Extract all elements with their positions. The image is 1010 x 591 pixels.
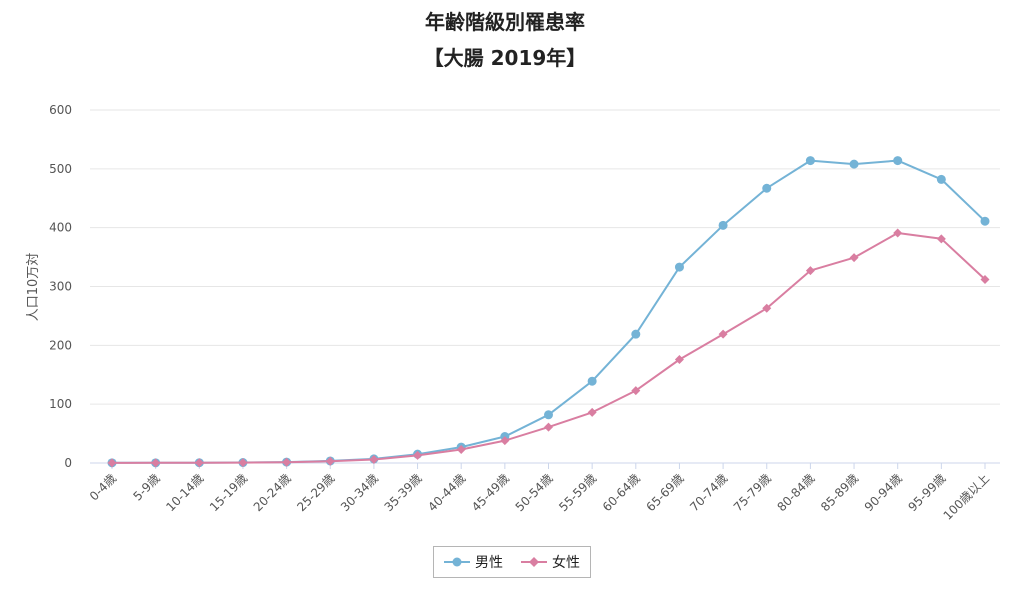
y-tick-label: 100: [49, 397, 72, 411]
legend-label-male: 男性: [475, 555, 503, 571]
data-point: [893, 228, 903, 238]
data-point: [151, 458, 161, 468]
data-point: [631, 386, 641, 396]
x-tick-label: 55-59歳: [556, 471, 599, 514]
data-point: [674, 262, 684, 272]
x-tick-label: 15-19歳: [207, 471, 250, 514]
legend-swatch-female: [521, 557, 547, 567]
y-tick-label: 600: [49, 103, 72, 117]
data-point: [587, 407, 597, 417]
data-point: [238, 458, 248, 468]
chart-title: 年齢階級別罹患率: [425, 10, 585, 34]
x-tick-label: 45-49歳: [469, 471, 512, 514]
data-point: [805, 156, 815, 166]
data-point: [587, 376, 597, 386]
y-tick-label: 500: [49, 162, 72, 176]
chart-subtitle: 【大腸 2019年】: [423, 46, 587, 70]
x-tick-label: 50-54歳: [513, 471, 556, 514]
x-tick-label: 75-79歳: [731, 471, 774, 514]
grid-lines: [90, 109, 1000, 405]
series-female: [107, 228, 990, 468]
series-layer: [107, 156, 990, 468]
x-tick-label: 95-99歳: [905, 471, 948, 514]
data-point: [849, 159, 859, 169]
x-tick-label: 5-9歳: [131, 471, 163, 503]
data-point: [325, 456, 335, 466]
data-point: [936, 174, 946, 184]
legend-label-female: 女性: [552, 555, 580, 571]
legend-swatch-male: [444, 557, 470, 567]
x-tick-label: 0-4歳: [87, 471, 119, 503]
legend-item-male[interactable]: 男性: [444, 552, 503, 572]
x-tick-label: 70-74歳: [687, 471, 730, 514]
x-tick-label: 25-29歳: [294, 471, 337, 514]
y-tick-label: 200: [49, 338, 72, 352]
x-tick-label: 10-14歳: [163, 471, 206, 514]
data-point: [194, 458, 204, 468]
x-tick-label: 100歳以上: [941, 471, 993, 523]
x-tick-label: 60-64歳: [600, 471, 643, 514]
data-point: [718, 220, 728, 230]
data-point: [107, 458, 117, 468]
data-point: [674, 354, 684, 364]
legend-item-female[interactable]: 女性: [521, 552, 580, 572]
x-tick-label: 65-69歳: [644, 471, 687, 514]
x-tick-label: 35-39歳: [382, 471, 425, 514]
data-point: [762, 303, 772, 313]
data-point: [980, 274, 990, 284]
data-point: [718, 329, 728, 339]
data-point: [500, 436, 510, 446]
data-point: [282, 457, 292, 467]
data-point: [544, 422, 553, 432]
data-point: [631, 329, 641, 339]
data-point: [762, 183, 772, 193]
x-tick-label: 85-89歳: [818, 471, 861, 514]
data-point: [456, 444, 466, 454]
x-tick-label: 40-44歳: [425, 471, 468, 514]
legend[interactable]: 男性 女性: [433, 546, 591, 578]
y-tick-label: 400: [49, 221, 72, 235]
x-tick-label: 80-84歳: [774, 471, 817, 514]
series-male: [107, 156, 990, 468]
data-point: [936, 234, 946, 244]
y-tick-label: 0: [64, 456, 72, 470]
data-point: [369, 454, 379, 464]
data-point: [544, 410, 553, 420]
y-axis-label: 人口10万対: [26, 253, 41, 322]
data-point: [805, 266, 815, 276]
data-point: [413, 450, 423, 460]
y-axis-ticks: 0 100 200 300 400 500 600: [49, 103, 72, 470]
y-tick-label: 300: [49, 280, 72, 294]
data-point: [849, 253, 859, 263]
x-tick-label: 20-24歳: [251, 471, 294, 514]
x-axis-ticks: 0-4歳 5-9歳 10-14歳 15-19歳 20-24歳 25-29歳 30-34歳 35…: [87, 463, 992, 523]
x-tick-label: 90-94歳: [862, 471, 905, 514]
x-tick-label: 30-34歳: [338, 471, 381, 514]
data-point: [980, 216, 990, 226]
data-point: [893, 156, 903, 166]
